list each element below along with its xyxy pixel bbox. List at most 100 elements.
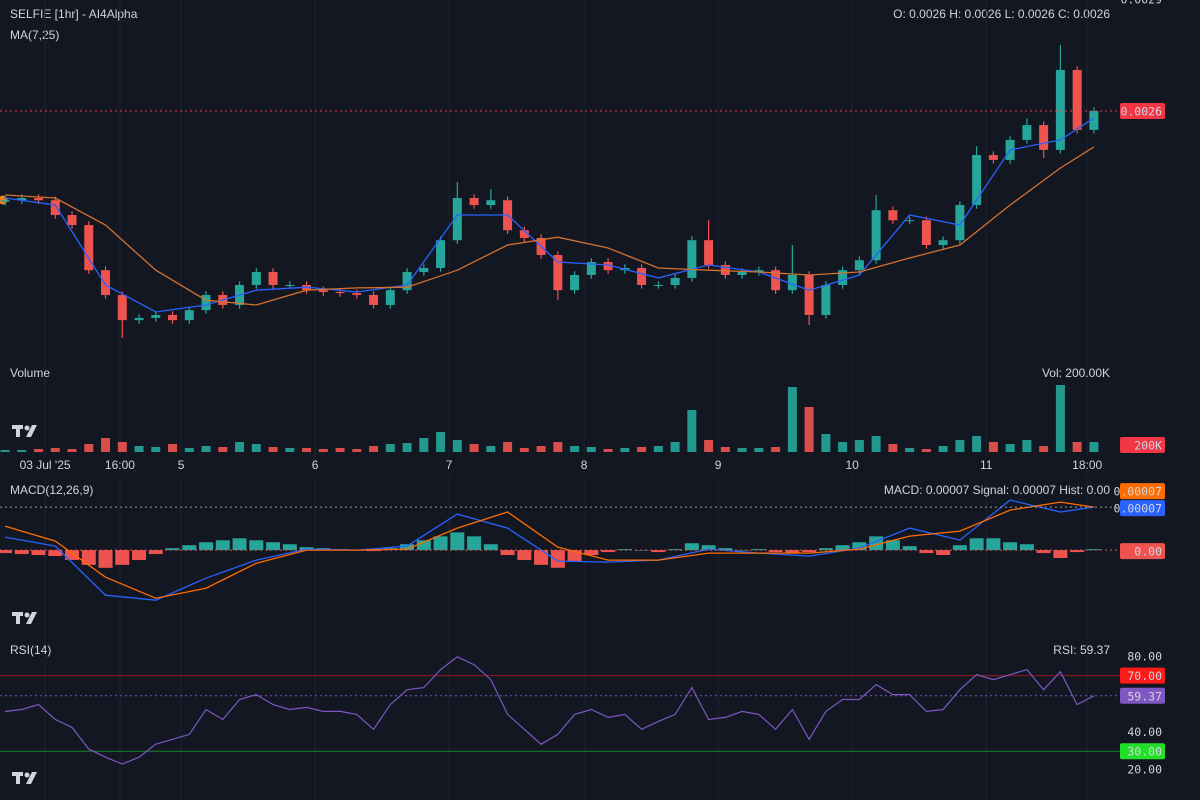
volume-bar bbox=[251, 444, 261, 452]
volume-bar bbox=[637, 447, 647, 452]
histogram-bar bbox=[500, 550, 515, 556]
macd-line bbox=[4, 499, 1094, 601]
candle-body bbox=[134, 317, 144, 321]
volume-bar bbox=[720, 447, 730, 452]
volume-bar bbox=[503, 442, 513, 452]
moving-average bbox=[4, 146, 1095, 306]
histogram-bar bbox=[48, 550, 63, 557]
panel-readout: MACD: 0.00007 Signal: 0.00007 Hist: 0.00 bbox=[884, 483, 1110, 497]
histogram-bar bbox=[115, 550, 130, 565]
volume-bar bbox=[436, 432, 446, 452]
histogram-bar bbox=[266, 542, 281, 551]
panel-readout: RSI: 59.37 bbox=[1053, 643, 1110, 657]
panel-title: Volume bbox=[10, 366, 50, 380]
histogram-bar bbox=[182, 545, 197, 551]
candle-body bbox=[335, 292, 345, 294]
level-label: 70.00 bbox=[1127, 669, 1162, 683]
candle-body bbox=[251, 272, 261, 285]
histogram-bar bbox=[617, 549, 632, 551]
candle-body bbox=[804, 274, 814, 315]
x-tick-label: 18:00 bbox=[1072, 458, 1102, 472]
volume-bar bbox=[804, 407, 814, 452]
volume-bar bbox=[1072, 442, 1082, 452]
volume-label-box bbox=[1120, 437, 1165, 453]
hist-last-label: 0.00 bbox=[1134, 545, 1162, 559]
histogram-bar bbox=[400, 544, 415, 551]
volume-bar bbox=[184, 448, 194, 452]
level-label: 30.00 bbox=[1127, 745, 1162, 759]
volume-bar bbox=[771, 447, 781, 452]
candle-body bbox=[369, 294, 379, 305]
candle-body bbox=[670, 277, 680, 285]
histogram-bar bbox=[936, 550, 951, 556]
candle-body bbox=[151, 314, 161, 318]
candle-body bbox=[117, 294, 127, 321]
candle-body bbox=[285, 284, 295, 286]
candle-body bbox=[168, 314, 178, 321]
volume-bar bbox=[486, 446, 496, 452]
volume-bar bbox=[84, 444, 94, 452]
volume-bar bbox=[687, 410, 697, 452]
last-price-label: 0.0026 bbox=[1120, 105, 1162, 119]
candle-body bbox=[268, 272, 278, 285]
rsi-line bbox=[4, 656, 1095, 765]
histogram-bar bbox=[718, 548, 733, 551]
volume-bar bbox=[653, 446, 663, 452]
volume-bar bbox=[402, 443, 412, 452]
histogram-bar bbox=[651, 550, 666, 553]
level-label-box bbox=[1120, 667, 1165, 684]
volume-bar bbox=[821, 434, 831, 452]
candle-body bbox=[17, 198, 27, 201]
volume-bar bbox=[586, 447, 596, 452]
candle-body bbox=[938, 240, 948, 246]
histogram-bar bbox=[534, 550, 549, 565]
histogram-bar bbox=[701, 545, 716, 551]
volume-bar bbox=[1089, 442, 1099, 452]
y-tick-label: 0.0029 bbox=[1120, 0, 1162, 7]
y-tick-label: 40.00 bbox=[1127, 725, 1162, 739]
volume-bar bbox=[469, 444, 479, 452]
x-tick-label: 03 Jul '25 bbox=[20, 458, 71, 472]
x-tick-label: 8 bbox=[581, 458, 588, 472]
volume-bar bbox=[268, 447, 278, 452]
histogram-bar bbox=[751, 549, 766, 551]
candle-body bbox=[1055, 69, 1065, 150]
histogram-bar bbox=[601, 550, 616, 553]
candle-body bbox=[101, 270, 111, 295]
candle-body bbox=[787, 274, 797, 291]
volume-bar bbox=[34, 449, 44, 452]
volume-bar bbox=[201, 446, 211, 452]
histogram-bar bbox=[952, 545, 967, 551]
histogram-bar bbox=[969, 538, 984, 551]
candle-body bbox=[34, 198, 44, 201]
histogram-bar bbox=[31, 550, 46, 556]
x-tick-label: 11 bbox=[980, 458, 993, 472]
histogram-bar bbox=[1070, 550, 1085, 553]
histogram-bar bbox=[199, 542, 214, 551]
candle-body bbox=[469, 198, 479, 206]
candle-body bbox=[603, 262, 613, 271]
level-label-box bbox=[1120, 743, 1165, 760]
histogram-bar bbox=[132, 550, 147, 560]
histogram-bar bbox=[818, 548, 833, 551]
x-tick-label: 5 bbox=[178, 458, 185, 472]
histogram-bar bbox=[567, 550, 582, 562]
volume-bar bbox=[17, 450, 27, 452]
y-tick-label: 20.00 bbox=[1127, 763, 1162, 777]
candle-body bbox=[704, 240, 714, 265]
volume-bar bbox=[536, 446, 546, 452]
volume-bar bbox=[151, 447, 161, 452]
histogram-bar bbox=[215, 540, 230, 551]
volume-bar bbox=[0, 450, 10, 452]
x-tick-label: 9 bbox=[715, 458, 722, 472]
histogram-bar bbox=[517, 550, 532, 560]
histogram-bar bbox=[14, 550, 29, 555]
candle-body bbox=[754, 270, 764, 273]
candle-body bbox=[0, 200, 10, 202]
histogram-bar bbox=[148, 550, 163, 555]
histogram-bar bbox=[919, 550, 934, 554]
volume-bar bbox=[285, 448, 295, 452]
histogram-bar bbox=[902, 546, 917, 551]
volume-bar bbox=[1055, 385, 1065, 452]
volume-bar bbox=[570, 446, 580, 452]
